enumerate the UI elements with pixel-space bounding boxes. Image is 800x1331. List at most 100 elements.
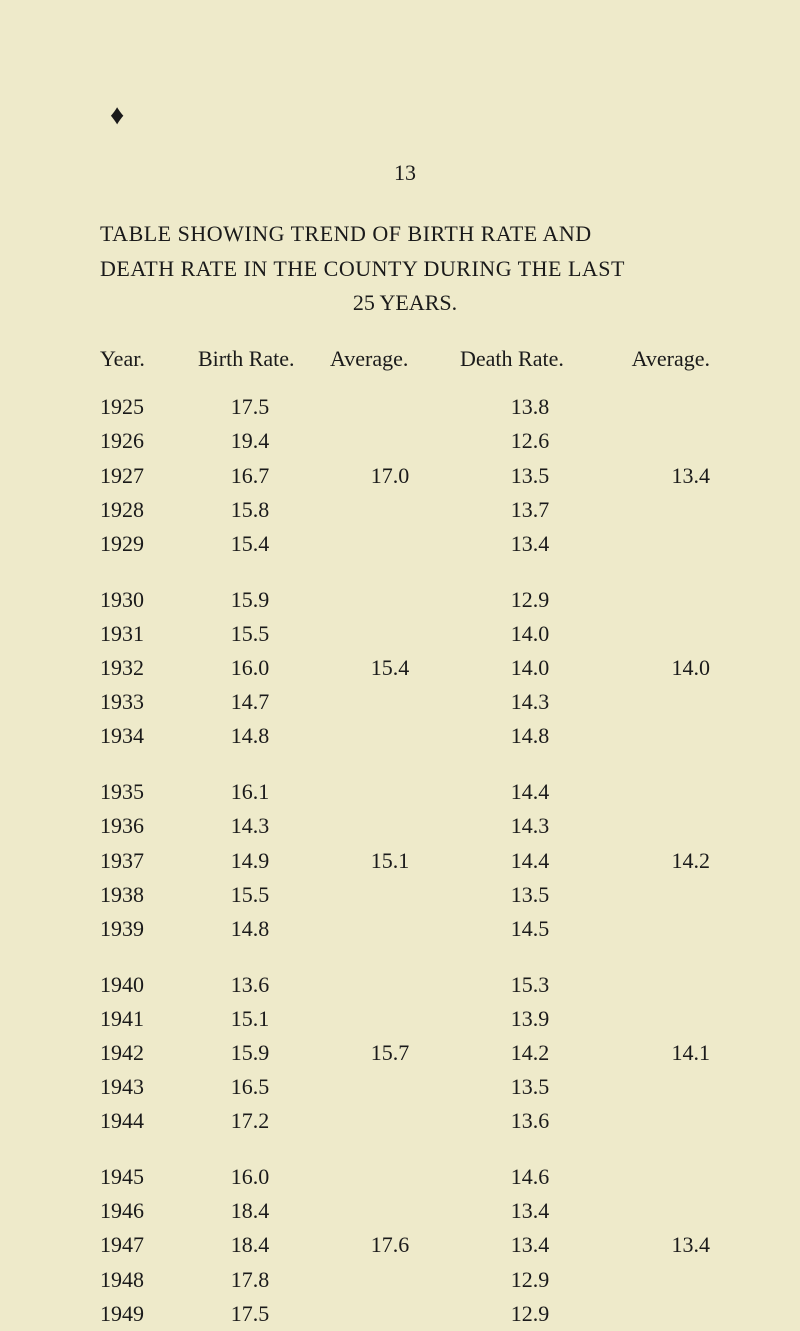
table-row: 193216.015.414.014.0: [100, 651, 710, 685]
table-group: 194516.014.6194618.413.4194718.417.613.4…: [100, 1160, 710, 1330]
cell-death-average: [600, 583, 710, 617]
cell-year: 1949: [100, 1297, 180, 1331]
cell-death-average: [600, 912, 710, 946]
cell-death-average: [600, 1263, 710, 1297]
cell-death-average: [600, 1002, 710, 1036]
cell-birth-average: [320, 912, 460, 946]
table-row: 192815.8 13.7: [100, 493, 710, 527]
table-row: 193314.714.3: [100, 685, 710, 719]
cell-death-rate: 14.2: [460, 1036, 600, 1070]
cell-year: 1927: [100, 459, 180, 493]
cell-death-rate: 14.8: [460, 719, 600, 753]
cell-birth-rate: 14.9: [180, 844, 320, 878]
cell-year: 1943: [100, 1070, 180, 1104]
cell-birth-average: 15.1: [320, 844, 460, 878]
cell-year: 1938: [100, 878, 180, 912]
cell-birth-average: 15.7: [320, 1036, 460, 1070]
header-death-rate: Death Rate.: [460, 346, 600, 372]
cell-year: 1944: [100, 1104, 180, 1138]
cell-death-rate: 12.9: [460, 583, 600, 617]
cell-death-rate: 13.4: [460, 527, 600, 561]
table-row: 193015.912.9: [100, 583, 710, 617]
table-row: 194817.812.9: [100, 1263, 710, 1297]
cell-year: 1933: [100, 685, 180, 719]
cell-death-average: [600, 493, 710, 527]
cell-death-rate: 14.6: [460, 1160, 600, 1194]
cell-death-rate: 14.3: [460, 809, 600, 843]
cell-birth-average: [320, 1263, 460, 1297]
table-row: 192716.717.013.513.4: [100, 459, 710, 493]
cell-birth-rate: 17.5: [180, 390, 320, 424]
cell-death-rate: 12.9: [460, 1263, 600, 1297]
cell-year: 1928: [100, 493, 180, 527]
header-average-2: Average.: [600, 346, 710, 372]
cell-birth-rate: 18.4: [180, 1228, 320, 1262]
cell-birth-average: [320, 968, 460, 1002]
title-subtitle: 25 YEARS.: [100, 290, 710, 316]
table-row: 193714.915.114.414.2: [100, 844, 710, 878]
cell-birth-rate: 15.8: [180, 493, 320, 527]
cell-death-rate: 15.3: [460, 968, 600, 1002]
cell-death-rate: 14.3: [460, 685, 600, 719]
cell-birth-average: [320, 685, 460, 719]
cell-year: 1929: [100, 527, 180, 561]
cell-death-rate: 14.4: [460, 775, 600, 809]
cell-death-average: [600, 424, 710, 458]
cell-death-average: 14.2: [600, 844, 710, 878]
table-row: 194516.014.6: [100, 1160, 710, 1194]
table-row: 194115.113.9: [100, 1002, 710, 1036]
cell-birth-average: [320, 617, 460, 651]
cell-death-average: [600, 1194, 710, 1228]
cell-birth-average: [320, 878, 460, 912]
cell-death-average: [600, 1297, 710, 1331]
cell-year: 1942: [100, 1036, 180, 1070]
table-row: 192517.513.8: [100, 390, 710, 424]
cell-death-rate: 13.7: [460, 493, 600, 527]
table-row: 194316.513.5: [100, 1070, 710, 1104]
cell-death-average: 13.4: [600, 1228, 710, 1262]
cell-death-average: [600, 809, 710, 843]
header-average-1: Average.: [320, 346, 460, 372]
cell-year: 1936: [100, 809, 180, 843]
cell-year: 1926: [100, 424, 180, 458]
cell-birth-rate: 15.5: [180, 617, 320, 651]
cell-year: 1941: [100, 1002, 180, 1036]
cell-birth-rate: 16.0: [180, 1160, 320, 1194]
cell-death-rate: 13.4: [460, 1228, 600, 1262]
cell-death-rate: 12.9: [460, 1297, 600, 1331]
cell-birth-average: 17.6: [320, 1228, 460, 1262]
cell-death-rate: 13.4: [460, 1194, 600, 1228]
cell-birth-average: [320, 809, 460, 843]
table-row: 194718.417.613.413.4: [100, 1228, 710, 1262]
table-row: 192619.4 12.6: [100, 424, 710, 458]
cell-birth-average: [320, 1070, 460, 1104]
cell-death-rate: 14.5: [460, 912, 600, 946]
cell-year: 1932: [100, 651, 180, 685]
cell-birth-rate: 19.4: [180, 424, 320, 458]
table-row: 194013.6 15.3: [100, 968, 710, 1002]
table-row: 194417.213.6: [100, 1104, 710, 1138]
cell-year: 1939: [100, 912, 180, 946]
cell-birth-rate: 13.6: [180, 968, 320, 1002]
cell-birth-rate: 14.8: [180, 912, 320, 946]
cell-death-average: [600, 1160, 710, 1194]
cell-birth-average: [320, 390, 460, 424]
cell-birth-average: [320, 527, 460, 561]
header-birth-rate: Birth Rate.: [180, 346, 320, 372]
cell-birth-rate: 14.8: [180, 719, 320, 753]
cell-death-average: [600, 878, 710, 912]
table-row: 194215.915.714.214.1: [100, 1036, 710, 1070]
cell-death-average: [600, 1104, 710, 1138]
cell-year: 1947: [100, 1228, 180, 1262]
cell-year: 1946: [100, 1194, 180, 1228]
cell-death-rate: 13.9: [460, 1002, 600, 1036]
table-header-row: Year. Birth Rate. Average. Death Rate. A…: [100, 346, 710, 372]
header-year: Year.: [100, 346, 180, 372]
table-group: 192517.513.8192619.4 12.6192716.717.013.5…: [100, 390, 710, 560]
cell-year: 1937: [100, 844, 180, 878]
table-row: 193914.8 14.5: [100, 912, 710, 946]
cell-year: 1940: [100, 968, 180, 1002]
cell-birth-rate: 16.0: [180, 651, 320, 685]
cell-birth-rate: 16.5: [180, 1070, 320, 1104]
cell-death-rate: 12.6: [460, 424, 600, 458]
